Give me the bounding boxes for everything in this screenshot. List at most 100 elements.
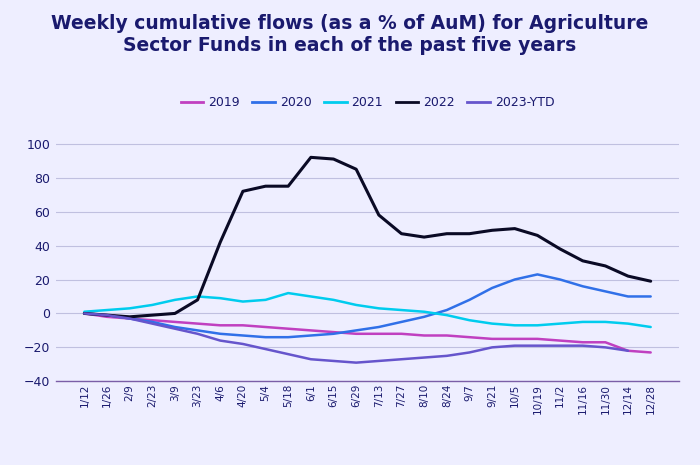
2021	[284, 290, 293, 296]
2019	[624, 348, 632, 353]
2023-YTD	[556, 343, 564, 348]
2022	[624, 273, 632, 279]
2020	[352, 328, 361, 333]
2023-YTD	[125, 316, 134, 321]
2020	[556, 277, 564, 282]
2020	[148, 319, 157, 325]
2020	[624, 294, 632, 299]
2021	[307, 294, 315, 299]
2020	[601, 289, 610, 294]
2022	[307, 154, 315, 160]
2019	[171, 319, 179, 325]
2021	[80, 309, 88, 314]
2019	[442, 332, 451, 338]
2020	[578, 284, 587, 289]
2019	[261, 324, 270, 330]
2023-YTD	[578, 343, 587, 348]
2021	[352, 302, 361, 308]
2022	[352, 166, 361, 172]
2021	[510, 323, 519, 328]
2019	[578, 339, 587, 345]
2019	[510, 336, 519, 342]
2019	[352, 331, 361, 337]
2022	[578, 258, 587, 264]
2022	[329, 156, 337, 162]
2022	[193, 297, 202, 303]
2023-YTD	[148, 321, 157, 326]
2021	[103, 307, 111, 313]
2022	[216, 239, 225, 245]
2021	[193, 294, 202, 299]
2021	[148, 302, 157, 308]
2023-YTD	[488, 345, 496, 350]
2019	[601, 339, 610, 345]
2019	[307, 328, 315, 333]
2022	[442, 231, 451, 237]
2019	[374, 331, 383, 337]
2020	[442, 307, 451, 313]
2023-YTD	[171, 326, 179, 332]
2022	[374, 212, 383, 218]
2019	[533, 336, 542, 342]
2022	[601, 263, 610, 269]
2020	[329, 331, 337, 337]
2023-YTD	[261, 346, 270, 352]
Line: 2021: 2021	[84, 293, 651, 327]
2021	[624, 321, 632, 326]
2019	[556, 338, 564, 343]
2021	[420, 309, 428, 314]
2021	[125, 306, 134, 311]
2019	[239, 323, 247, 328]
2020	[239, 332, 247, 338]
2022	[80, 311, 88, 316]
2019	[216, 323, 225, 328]
2023-YTD	[466, 350, 474, 355]
Text: Weekly cumulative flows (as a % of AuM) for Agriculture
Sector Funds in each of : Weekly cumulative flows (as a % of AuM) …	[51, 14, 649, 55]
2020	[488, 285, 496, 291]
2022	[284, 183, 293, 189]
2020	[216, 331, 225, 337]
2020	[533, 272, 542, 277]
2022	[261, 183, 270, 189]
2023-YTD	[533, 343, 542, 348]
2019	[420, 332, 428, 338]
2020	[125, 316, 134, 321]
Legend: 2019, 2020, 2021, 2022, 2023-YTD: 2019, 2020, 2021, 2022, 2023-YTD	[176, 91, 559, 114]
2019	[466, 334, 474, 340]
2020	[647, 294, 655, 299]
2022	[647, 279, 655, 284]
2021	[442, 312, 451, 318]
2020	[510, 277, 519, 282]
2021	[239, 299, 247, 305]
Line: 2019: 2019	[84, 313, 651, 352]
2021	[533, 323, 542, 328]
2021	[647, 324, 655, 330]
2023-YTD	[193, 331, 202, 337]
2023-YTD	[216, 338, 225, 343]
2022	[488, 227, 496, 233]
2020	[284, 334, 293, 340]
2021	[374, 306, 383, 311]
2023-YTD	[352, 360, 361, 365]
2020	[261, 334, 270, 340]
2022	[125, 314, 134, 319]
2019	[103, 314, 111, 319]
2019	[80, 311, 88, 316]
2023-YTD	[601, 345, 610, 350]
2023-YTD	[307, 357, 315, 362]
2021	[171, 297, 179, 303]
2022	[171, 311, 179, 316]
2021	[398, 307, 406, 313]
2022	[398, 231, 406, 237]
2023-YTD	[442, 353, 451, 359]
2019	[148, 318, 157, 323]
2021	[556, 321, 564, 326]
2021	[329, 297, 337, 303]
2021	[216, 295, 225, 301]
2022	[148, 312, 157, 318]
2021	[261, 297, 270, 303]
2022	[510, 226, 519, 232]
2022	[239, 188, 247, 194]
2020	[171, 324, 179, 330]
2020	[466, 297, 474, 303]
